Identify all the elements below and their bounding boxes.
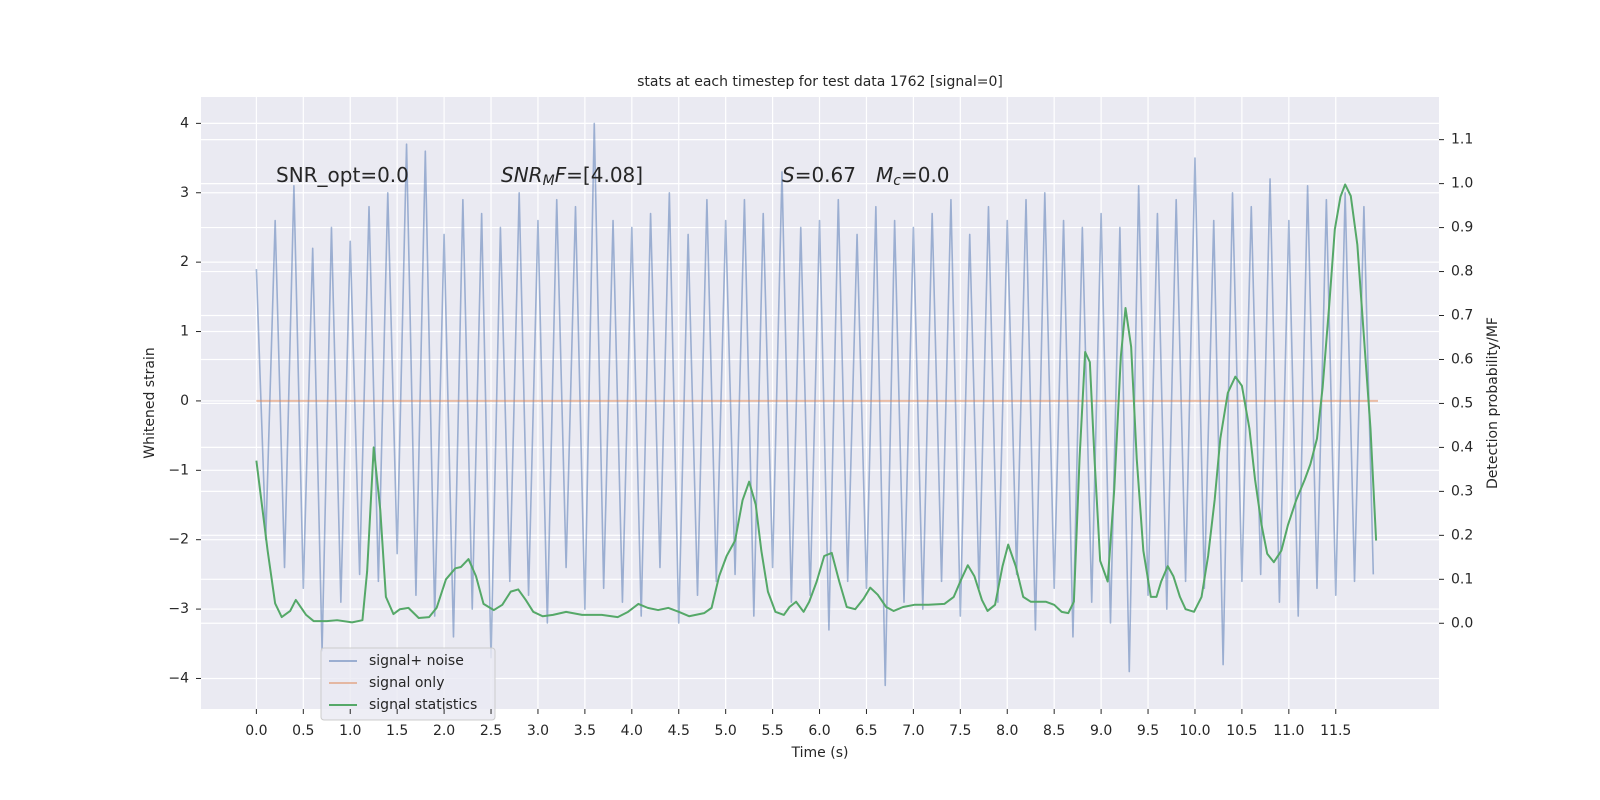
x-axis-label: Time (s) [791,745,849,761]
y2-axis-label: Detection probability/MF [1485,317,1501,489]
y-axis-label: Whitened strain [142,347,158,458]
y2-tick-label: 0.2 [1451,527,1473,543]
x-tick-label: 0.0 [245,723,267,739]
annotation-part: F [555,163,567,187]
y2-tick-label: 1.0 [1451,176,1473,192]
series-line [255,183,1378,624]
annotation-part: M [876,163,893,187]
annotation-part: SNR_opt=0.0 [276,163,409,187]
x-tick-label: 9.5 [1137,723,1159,739]
y2-tick-label: 0.9 [1451,220,1473,236]
x-tick-label: 11.0 [1273,723,1304,739]
x-tick-label: 8.0 [996,723,1018,739]
y2-tick-label: 0.5 [1451,395,1473,411]
x-tick-label: 7.0 [902,723,924,739]
series-line [255,122,1375,687]
y2-tick-label: 0.6 [1451,351,1473,367]
legend-label: signal only [369,675,444,691]
legend-box [320,647,496,721]
y2-tick-label: 0.3 [1451,483,1473,499]
x-tick-label: 2.5 [480,723,502,739]
x-tick-label: 7.5 [949,723,971,739]
grid [201,97,1439,709]
y-tick-label: −2 [168,532,189,548]
annotation-part: M [543,173,555,189]
y2-tick-label: 1.1 [1451,132,1473,148]
annotation: SNR_opt=0.0 [276,163,409,187]
x-tick-label: 1.5 [386,723,408,739]
y-tick-label: 1 [180,324,189,340]
y-tick-label: −1 [168,462,189,478]
y2-tick-label: 0.1 [1451,571,1473,587]
x-tick-label: 3.0 [527,723,549,739]
x-tick-label: 6.5 [855,723,877,739]
axes: 0.0 0.5 1.0 1.5 2.0 2.5 3.0 3.5 4.0 4.5 5.0 5.5 6.0 6… [168,115,1473,739]
annotation-part: =0.0 [901,163,950,187]
x-tick-label: 2.0 [433,723,455,739]
x-tick-label: 11.5 [1320,723,1351,739]
y-tick-label: −4 [168,670,189,686]
x-tick-label: 4.0 [621,723,643,739]
y2-tick-label: 0.7 [1451,308,1473,324]
x-tick-label: 5.0 [715,723,737,739]
annotation-part: =[4.08] [566,163,643,187]
x-tick-label: 1.0 [339,723,361,739]
legend-label: signal+ noise [369,653,464,669]
annotation-part: S [782,163,795,187]
y2-tick-label: 0.0 [1451,615,1473,631]
annotation: S=0.67 [782,163,856,187]
y-tick-label: −3 [168,601,189,617]
x-tick-label: 10.5 [1226,723,1257,739]
x-tick-label: 10.0 [1179,723,1210,739]
x-tick-label: 4.5 [668,723,690,739]
y2-tick-label: 0.4 [1451,439,1473,455]
chart-title: stats at each timestep for test data 176… [637,74,1003,90]
x-tick-label: 5.5 [761,723,783,739]
annotation-part: =0.67 [795,163,856,187]
annotation-part: SNR [501,163,543,187]
y-tick-label: 3 [180,185,189,201]
y-tick-label: 0 [180,393,189,409]
y-tick-label: 4 [180,115,189,131]
marks: SNR_opt=0.0 SNRMF=[4.08] S=0.67 Mc=0.0signa… [255,122,1378,721]
x-tick-label: 8.5 [1043,723,1065,739]
annotation-part: c [893,173,901,189]
y-tick-label: 2 [180,254,189,270]
x-tick-label: 9.0 [1090,723,1112,739]
y2-tick-label: 0.8 [1451,264,1473,280]
annotation: Mc=0.0 [876,163,950,190]
annotation: SNRMF=[4.08] [501,163,643,190]
x-tick-label: 0.5 [292,723,314,739]
x-tick-label: 3.5 [574,723,596,739]
legend-label: signal statistics [369,697,477,713]
x-tick-label: 6.0 [808,723,830,739]
